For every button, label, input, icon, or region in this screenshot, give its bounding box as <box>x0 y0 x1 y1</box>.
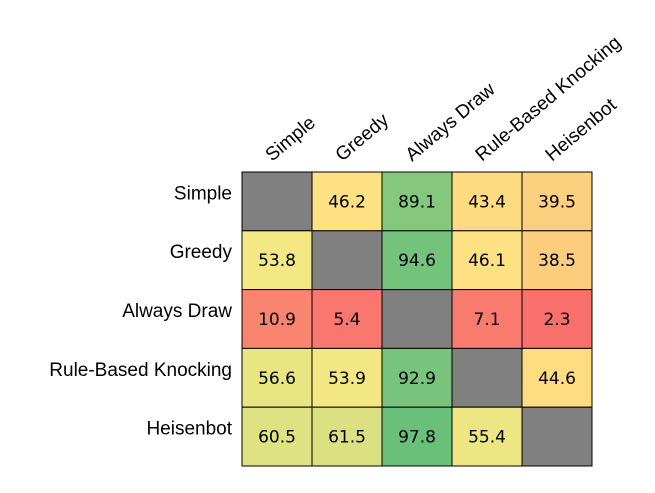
cell-value-label-4-2: 97.8 <box>398 428 436 448</box>
cell-value-label-0-3: 43.4 <box>468 192 506 212</box>
cell-value-label-3-0: 56.6 <box>258 369 296 389</box>
row-label-0: Simple <box>174 183 232 204</box>
heatmap-cell-2-4 <box>521 289 593 349</box>
cell-value-label-1-2: 94.6 <box>398 251 436 271</box>
cell-value-label-1-3: 46.1 <box>468 251 506 271</box>
heatmap-cell-0-3 <box>451 171 523 232</box>
cell-value-label-0-4: 39.5 <box>538 192 576 212</box>
heatmap-cell-4-3 <box>451 406 523 467</box>
column-label-1: Greedy <box>332 109 394 165</box>
diagonal-cell-0-0 <box>241 171 313 232</box>
diagonal-cell-1-1 <box>311 230 383 291</box>
cell-value-label-2-1: 5.4 <box>333 310 360 330</box>
row-labels: Simple Greedy Always Draw Rule-Based Knocki… <box>49 183 232 439</box>
diagonal-cell-4-4 <box>521 406 593 467</box>
heatmap-cell-3-4 <box>521 347 593 408</box>
cell-value-label-3-2: 92.9 <box>398 369 436 389</box>
row-label-2: Always Draw <box>122 301 232 322</box>
cell-value-label-4-0: 60.5 <box>258 428 296 448</box>
cell-value-label-4-3: 55.4 <box>468 428 506 448</box>
heatmap-cell-4-1 <box>311 406 383 467</box>
diagonal-cell-2-2 <box>381 289 453 349</box>
heatmap-cell-3-1 <box>311 347 383 408</box>
heatmap-cell-4-2 <box>381 406 453 467</box>
row-label-3: Rule-Based Knocking <box>49 360 232 381</box>
heatmap-cell-0-4 <box>521 171 593 232</box>
cell-value-label-2-0: 10.9 <box>258 310 296 330</box>
heatmap-cell-4-0 <box>241 406 313 467</box>
heatmap-cell-0-2 <box>381 171 453 232</box>
cell-value-label-2-3: 7.1 <box>473 310 500 330</box>
row-label-1: Greedy <box>170 242 233 263</box>
heatmap-cell-2-1 <box>311 289 383 349</box>
cell-value-label-3-1: 53.9 <box>328 369 366 389</box>
heatmap-cell-1-4 <box>521 230 593 291</box>
diagonal-cell-3-3 <box>451 347 523 408</box>
heatmap-cell-1-2 <box>381 230 453 291</box>
cell-value-label-0-1: 46.2 <box>328 192 366 212</box>
cell-value-label-4-1: 61.5 <box>328 428 366 448</box>
row-label-4: Heisenbot <box>146 419 232 440</box>
cell-value-label-1-0: 53.8 <box>258 251 296 271</box>
cell-value-label-0-2: 89.1 <box>398 192 436 212</box>
column-label-0: Simple <box>262 112 320 165</box>
heatmap-cells: 46.2 89.1 43.4 39.5 53.8 94.6 46.1 38.5 10.9 5.4 7… <box>241 171 593 467</box>
heatmap-cell-0-1 <box>311 171 383 232</box>
cell-value-label-1-4: 38.5 <box>538 251 576 271</box>
cell-value-label-2-4: 2.3 <box>543 310 570 330</box>
cell-value-label-3-4: 44.6 <box>538 369 576 389</box>
